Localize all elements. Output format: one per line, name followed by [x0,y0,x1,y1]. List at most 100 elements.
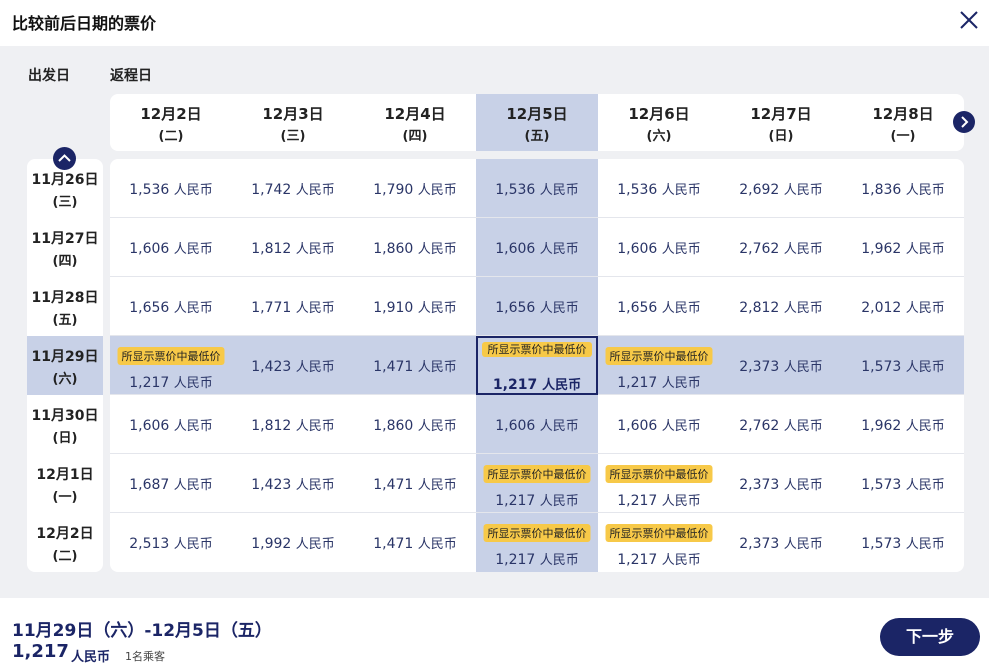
next-button[interactable]: 下一步 [880,618,980,656]
fare-amount: 1,217 [492,377,538,393]
fare-cell[interactable]: 1,606 人民币 [110,218,232,277]
fare-cell[interactable]: 2,012 人民币 [842,277,964,336]
departure-date-row[interactable]: 12月1日 (一) [27,454,103,513]
fare-cell[interactable]: 2,373 人民币 [720,513,842,572]
fare-unit: 人民币 [295,419,335,434]
fare-cell[interactable]: 1,812 人民币 [232,395,354,454]
fare-cell[interactable]: 1,423 人民币 [232,336,354,395]
fare-cell[interactable]: 1,536 人民币 [476,159,598,218]
fare-amount: 2,692 [739,182,780,198]
fare-amount: 1,860 [373,241,414,257]
departure-date-row[interactable]: 12月2日 (二) [27,513,103,572]
return-date-column[interactable]: 12月2日 (二) [110,94,232,151]
fare-cell[interactable]: 所显示票价中最低价 1,217 人民币 [598,454,720,513]
fare-unit: 人民币 [905,360,945,375]
fare-cell[interactable]: 1,687 人民币 [110,454,232,513]
fare-amount: 2,762 [739,241,780,257]
departure-date-row[interactable]: 11月28日 (五) [27,277,103,336]
fare-cell[interactable]: 1,992 人民币 [232,513,354,572]
fare-unit: 人民币 [539,242,579,257]
fare-cell[interactable]: 1,606 人民币 [476,218,598,277]
chevron-up-icon[interactable] [53,147,76,170]
passenger-count: 1名乘客 [125,650,165,663]
fare-price: 1,471 人民币 [354,533,476,552]
fare-cell[interactable]: 1,471 人民币 [354,513,476,572]
departure-label: 出发日 [28,68,70,84]
return-date-column[interactable]: 12月7日 (日) [720,94,842,151]
departure-date-row[interactable]: 11月26日 (三) [27,159,103,218]
fare-cell[interactable]: 2,812 人民币 [720,277,842,336]
departure-date-row[interactable]: 11月30日 (日) [27,395,103,454]
fare-price: 1,656 人民币 [476,297,598,316]
fare-unit: 人民币 [783,183,823,198]
fare-cell[interactable]: 1,573 人民币 [842,513,964,572]
return-date-column-selected[interactable]: 12月5日 (五) [476,94,598,151]
fare-cell[interactable]: 1,536 人民币 [110,159,232,218]
fare-cell[interactable]: 1,812 人民币 [232,218,354,277]
return-date-column[interactable]: 12月3日 (三) [232,94,354,151]
fare-cell[interactable]: 所显示票价中最低价 1,217 人民币 [110,336,232,395]
fare-amount: 1,217 [617,375,658,391]
fare-cell[interactable]: 2,692 人民币 [720,159,842,218]
fare-cell[interactable]: 1,471 人民币 [354,454,476,513]
fare-cell[interactable]: 1,656 人民币 [598,277,720,336]
fare-cell[interactable]: 所显示票价中最低价 1,217 人民币 [598,336,720,395]
fare-price: 1,771 人民币 [232,297,354,316]
fare-cell[interactable]: 1,860 人民币 [354,395,476,454]
fare-cell[interactable]: 1,423 人民币 [232,454,354,513]
fare-cell[interactable]: 1,573 人民币 [842,336,964,395]
fare-price: 1,573 人民币 [842,533,964,552]
fare-cell[interactable]: 1,606 人民币 [476,395,598,454]
departure-date-row[interactable]: 11月27日 (四) [27,218,103,277]
fare-cell[interactable]: 1,606 人民币 [598,395,720,454]
fare-unit: 人民币 [661,242,701,257]
fare-cell[interactable]: 2,513 人民币 [110,513,232,572]
return-date: 12月5日 [506,105,568,123]
return-date-column[interactable]: 12月8日 (一) [842,94,964,151]
fare-cell[interactable]: 1,742 人民币 [232,159,354,218]
fare-cell[interactable]: 所显示票价中最低价 1,217 人民币 [476,513,598,572]
fare-price: 1,606 人民币 [476,238,598,257]
fare-cell[interactable]: 1,471 人民币 [354,336,476,395]
fare-cell[interactable]: 所显示票价中最低价 1,217 人民币 [476,454,598,513]
fare-unit: 人民币 [295,537,335,552]
fare-cell[interactable]: 1,606 人民币 [110,395,232,454]
fare-price: 2,812 人民币 [720,297,842,316]
fare-cell[interactable]: 1,606 人民币 [598,218,720,277]
fare-cell[interactable]: 1,656 人民币 [110,277,232,336]
fare-amount: 1,217 [129,375,170,391]
fare-cell[interactable]: 1,962 人民币 [842,395,964,454]
fare-cell[interactable]: 1,962 人民币 [842,218,964,277]
return-date: 12月7日 [750,105,812,123]
fare-cell[interactable]: 1,790 人民币 [354,159,476,218]
fare-cell[interactable]: 1,836 人民币 [842,159,964,218]
fare-cell[interactable]: 2,762 人民币 [720,395,842,454]
fare-price: 2,012 人民币 [842,297,964,316]
fare-unit: 人民币 [539,494,579,509]
return-date-column[interactable]: 12月4日 (四) [354,94,476,151]
fare-cell[interactable]: 1,771 人民币 [232,277,354,336]
fare-unit: 人民币 [417,419,457,434]
fare-cell[interactable]: 2,373 人民币 [720,336,842,395]
fare-price: 1,217 人民币 [476,549,598,568]
fare-cell[interactable]: 所显示票价中最低价 1,217 人民币 [598,513,720,572]
fare-unit: 人民币 [539,419,579,434]
fare-amount: 2,373 [739,359,780,375]
fare-price: 1,860 人民币 [354,238,476,257]
fare-cell[interactable]: 所显示票价中最低价 1,217 人民币 [476,336,598,395]
fare-cell[interactable]: 1,536 人民币 [598,159,720,218]
departure-date: 11月30日 [31,408,99,424]
fare-unit: 人民币 [295,183,335,198]
departure-date-row-selected[interactable]: 11月29日 (六) [27,336,103,395]
fare-amount: 1,656 [129,300,170,316]
fare-cell[interactable]: 1,910 人民币 [354,277,476,336]
fare-cell[interactable]: 1,656 人民币 [476,277,598,336]
fare-cell[interactable]: 1,860 人民币 [354,218,476,277]
fare-cell[interactable]: 2,762 人民币 [720,218,842,277]
fare-price: 1,606 人民币 [476,415,598,434]
return-date-column[interactable]: 12月6日 (六) [598,94,720,151]
fare-cell[interactable]: 2,373 人民币 [720,454,842,513]
close-icon[interactable] [958,9,980,31]
chevron-right-icon[interactable] [953,111,975,133]
fare-cell[interactable]: 1,573 人民币 [842,454,964,513]
